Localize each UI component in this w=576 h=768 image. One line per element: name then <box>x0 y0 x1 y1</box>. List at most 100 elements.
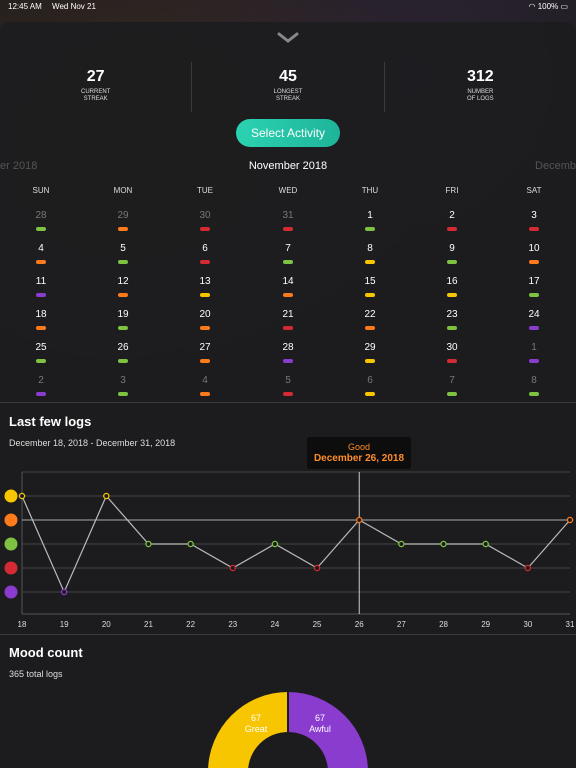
calendar-day[interactable]: 18 <box>26 309 56 330</box>
day-number: 28 <box>35 210 47 221</box>
x-tick-label: 26 <box>355 620 364 629</box>
mood-dot <box>283 359 293 363</box>
calendar-day[interactable]: 4 <box>26 243 56 264</box>
calendar-day[interactable]: 13 <box>190 276 220 297</box>
calendar-day[interactable]: 7 <box>273 243 303 264</box>
mood-dot <box>283 326 293 330</box>
data-point <box>398 540 405 548</box>
calendar-day[interactable]: 28 <box>26 210 56 231</box>
day-number: 29 <box>364 342 376 353</box>
mood-dot <box>365 227 375 231</box>
mood-dot <box>365 260 375 264</box>
calendar-day[interactable]: 29 <box>108 210 138 231</box>
day-number: 14 <box>282 276 294 287</box>
calendar-day[interactable]: 8 <box>519 375 549 396</box>
chevron-down-icon[interactable] <box>277 32 299 44</box>
mood-dot <box>283 392 293 396</box>
calendar-day[interactable]: 6 <box>190 243 220 264</box>
calendar-day[interactable]: 23 <box>437 309 467 330</box>
stat-longest-streak: 45 LONGEST STREAK <box>192 62 385 112</box>
mood-dot <box>529 227 539 231</box>
calendar-day[interactable]: 2 <box>437 210 467 231</box>
x-tick-label: 28 <box>439 620 448 629</box>
next-month-label[interactable]: Decemb <box>535 160 576 172</box>
calendar-day[interactable]: 26 <box>108 342 138 363</box>
wifi-icon: ◠ <box>528 2 536 11</box>
calendar-day[interactable]: 22 <box>355 309 385 330</box>
calendar-day[interactable]: 11 <box>26 276 56 297</box>
calendar-day[interactable]: 20 <box>190 309 220 330</box>
calendar-day[interactable]: 24 <box>519 309 549 330</box>
day-number: 2 <box>38 375 44 386</box>
x-tick-label: 27 <box>397 620 406 629</box>
calendar-day[interactable]: 5 <box>108 243 138 264</box>
mood-dot <box>283 227 293 231</box>
stat-value: 312 <box>466 68 494 85</box>
calendar-day[interactable]: 6 <box>355 375 385 396</box>
day-number: 30 <box>199 210 211 221</box>
divider <box>0 402 576 403</box>
calendar-day[interactable]: 14 <box>273 276 303 297</box>
donut-slice <box>288 692 368 768</box>
calendar-day[interactable]: 10 <box>519 243 549 264</box>
calendar-day[interactable]: 16 <box>437 276 467 297</box>
calendar-day[interactable]: 1 <box>355 210 385 231</box>
calendar-day[interactable]: 19 <box>108 309 138 330</box>
day-number: 18 <box>35 309 47 320</box>
slice-label: Awful <box>309 724 331 734</box>
stats-row: 27 CURRENT STREAK 45 LONGEST STREAK 312 … <box>0 62 576 112</box>
prev-month-label[interactable]: er 2018 <box>0 160 38 172</box>
x-tick-label: 20 <box>102 620 111 629</box>
mood-dot <box>447 293 457 297</box>
mood-dot <box>365 392 375 396</box>
select-activity-button[interactable]: Select Activity <box>236 119 340 147</box>
calendar-day[interactable]: 2 <box>26 375 56 396</box>
x-tick-label: 25 <box>313 620 322 629</box>
stat-value: 27 <box>86 68 105 85</box>
mood-dot <box>447 260 457 264</box>
current-month-label: November 2018 <box>248 160 328 172</box>
calendar-day[interactable]: 7 <box>437 375 467 396</box>
x-tick-label: 18 <box>18 620 27 629</box>
calendar-day[interactable]: 27 <box>190 342 220 363</box>
divider <box>0 634 576 635</box>
calendar-day[interactable]: 1 <box>519 342 549 363</box>
day-number: 8 <box>531 375 537 386</box>
calendar-day[interactable]: 25 <box>26 342 56 363</box>
calendar-day[interactable]: 31 <box>273 210 303 231</box>
stat-label: LONGEST STREAK <box>273 89 303 102</box>
calendar-day[interactable]: 29 <box>355 342 385 363</box>
mood-dot <box>447 227 457 231</box>
day-number: 1 <box>531 342 537 353</box>
mood-dot <box>200 227 210 231</box>
calendar-day[interactable]: 8 <box>355 243 385 264</box>
mood-dot <box>529 392 539 396</box>
data-point <box>313 564 321 572</box>
mood-dot <box>529 293 539 297</box>
day-number: 12 <box>117 276 129 287</box>
day-number: 9 <box>449 243 455 254</box>
tooltip-mood: Good <box>347 442 371 452</box>
calendar-day[interactable]: 30 <box>190 210 220 231</box>
calendar-day[interactable]: 9 <box>437 243 467 264</box>
mood-dot <box>118 293 128 297</box>
calendar-day[interactable]: 12 <box>108 276 138 297</box>
calendar-day[interactable]: 21 <box>273 309 303 330</box>
mood-dot <box>36 359 46 363</box>
data-point <box>271 540 279 548</box>
calendar-day[interactable]: 3 <box>108 375 138 396</box>
calendar-day[interactable]: 15 <box>355 276 385 297</box>
data-point <box>482 540 489 548</box>
weekday-label: TUE <box>197 186 213 195</box>
calendar-day[interactable]: 17 <box>519 276 549 297</box>
calendar-day[interactable]: 4 <box>190 375 220 396</box>
calendar-day[interactable]: 5 <box>273 375 303 396</box>
day-number: 22 <box>364 309 376 320</box>
calendar-day[interactable]: 30 <box>437 342 467 363</box>
chart-tooltip: Good December 26, 2018 <box>307 437 411 469</box>
mood-dot <box>447 326 457 330</box>
calendar-day[interactable]: 28 <box>273 342 303 363</box>
calendar-day[interactable]: 3 <box>519 210 549 231</box>
